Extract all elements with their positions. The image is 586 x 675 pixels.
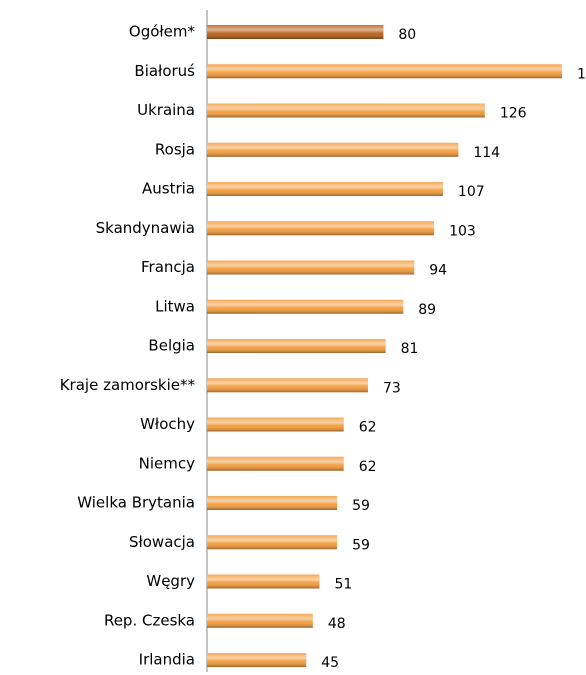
bar-shine	[207, 25, 384, 39]
value-label: 59	[352, 498, 370, 514]
value-label: 48	[328, 616, 346, 632]
category-label: Francja	[141, 258, 195, 276]
bar-shine	[207, 653, 307, 667]
value-label: 73	[383, 380, 401, 396]
value-label: 107	[458, 184, 485, 200]
bar-shine	[207, 496, 338, 510]
bar-shine	[207, 221, 435, 236]
category-label: Kraje zamorskie**	[60, 376, 196, 394]
category-label: Włochy	[140, 415, 195, 433]
category-label: Skandynawia	[96, 219, 195, 237]
category-label: Węgry	[146, 572, 195, 590]
value-label: 59	[352, 537, 370, 553]
value-label: 45	[321, 655, 339, 671]
value-label: 94	[429, 263, 447, 279]
value-label: 114	[473, 145, 500, 161]
value-label: 81	[401, 341, 419, 357]
category-label: Irlandia	[139, 651, 195, 669]
value-label: 62	[359, 420, 377, 436]
bar-shine	[207, 142, 459, 157]
category-label: Niemcy	[139, 454, 195, 472]
category-label: Rosja	[155, 140, 195, 158]
bar-shine	[207, 182, 443, 196]
bar-shine	[207, 299, 404, 314]
category-label: Litwa	[155, 297, 195, 315]
value-label: 80	[398, 27, 416, 43]
category-label: Ogółem*	[129, 23, 196, 41]
bar-shine	[207, 535, 338, 550]
value-label: 89	[418, 302, 436, 318]
category-label: Belgia	[148, 337, 195, 355]
bar-shine	[207, 417, 344, 432]
bar-shine	[207, 339, 386, 353]
value-label: 62	[359, 459, 377, 475]
bar-shine	[207, 260, 415, 275]
category-label: Ukraina	[137, 101, 195, 119]
value-label: 103	[449, 223, 476, 239]
bar-shine	[207, 64, 562, 79]
category-label: Białoruś	[134, 62, 195, 80]
bar-shine	[207, 103, 485, 118]
bar-shine	[207, 613, 313, 628]
bar-shine	[207, 574, 320, 589]
value-label: 51	[334, 577, 352, 593]
category-label: Słowacja	[129, 533, 195, 551]
category-label: Rep. Czeska	[104, 611, 195, 629]
value-label: 161	[577, 66, 586, 82]
bar-shine	[207, 456, 344, 471]
category-label: Austria	[142, 180, 195, 198]
bar-shine	[207, 378, 368, 393]
category-label: Wielka Brytania	[77, 494, 195, 512]
value-label: 126	[500, 106, 527, 122]
